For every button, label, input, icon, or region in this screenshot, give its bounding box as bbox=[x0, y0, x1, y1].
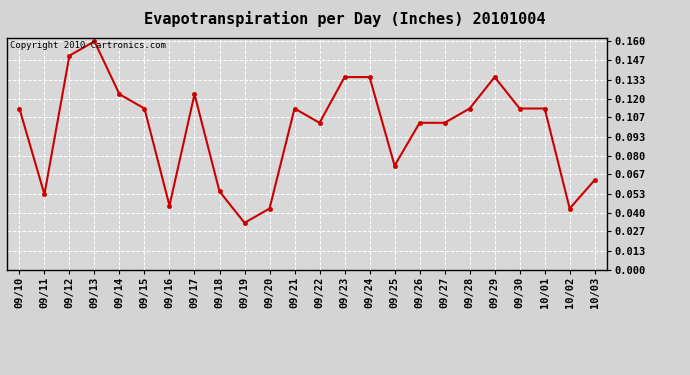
Text: Evapotranspiration per Day (Inches) 20101004: Evapotranspiration per Day (Inches) 2010… bbox=[144, 11, 546, 27]
Text: Copyright 2010 Cartronics.com: Copyright 2010 Cartronics.com bbox=[10, 41, 166, 50]
